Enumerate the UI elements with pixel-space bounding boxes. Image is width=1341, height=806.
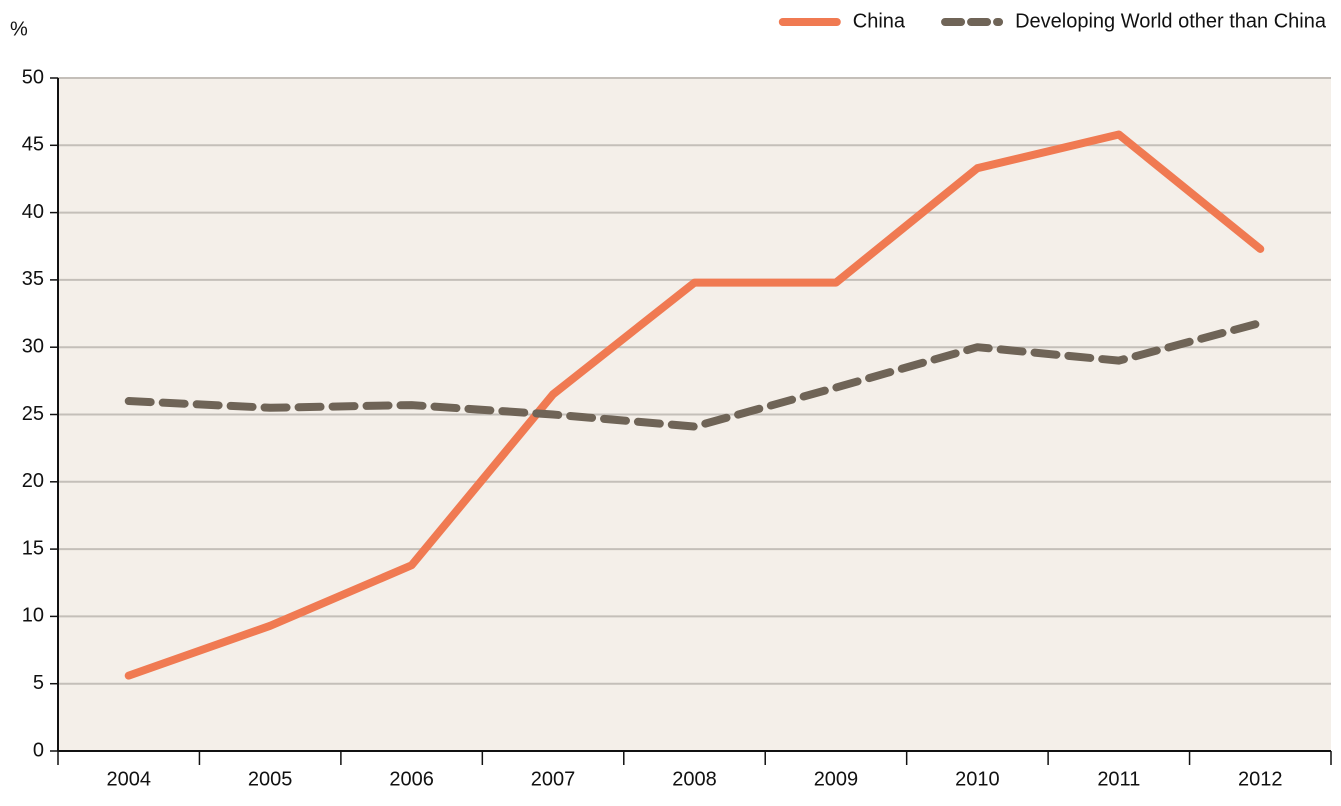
series-line [124,130,1265,680]
x-tick-label: 2010 [955,768,1000,790]
y-tick-label: 30 [22,335,44,357]
y-tick-label: 35 [22,268,44,290]
y-tick-label: 20 [22,470,44,492]
x-tick-label: 2005 [248,768,293,790]
legend-label: Developing World other than China [1015,10,1327,32]
y-tick-label: 5 [33,672,44,694]
legend-label: China [853,10,906,32]
y-tick-label: 10 [22,605,44,627]
x-tick-label: 2008 [672,768,717,790]
y-axis-unit: % [10,18,28,40]
x-tick-label: 2007 [531,768,576,790]
y-tick-label: 0 [33,739,44,761]
y-tick-label: 15 [22,537,44,559]
y-tick-label: 40 [22,201,44,223]
y-tick-label: 45 [22,134,44,156]
y-tick-label: 25 [22,403,44,425]
x-tick-label: 2006 [389,768,434,790]
y-tick-label: 50 [22,66,44,88]
x-tick-label: 2004 [106,768,151,790]
x-tick-label: 2012 [1238,768,1283,790]
x-tick-label: 2009 [814,768,859,790]
x-tick-label: 2011 [1097,768,1140,790]
series-line [124,318,1265,431]
